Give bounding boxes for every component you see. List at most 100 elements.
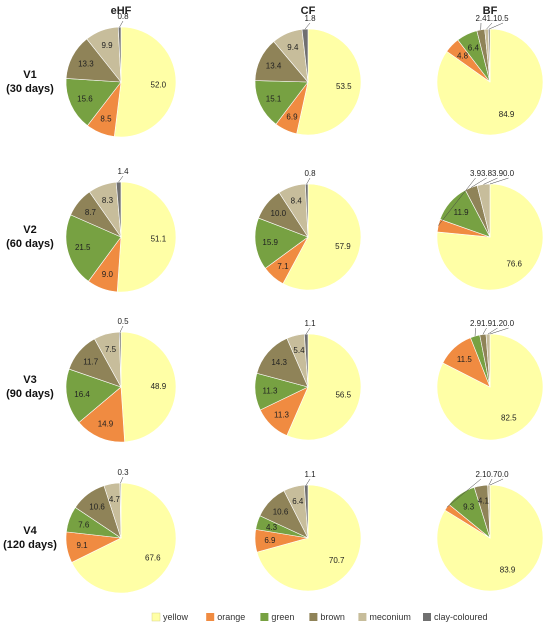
data-label-v1-ehf-yellow: 52.0 bbox=[151, 80, 167, 89]
data-label-v3-ehf-green: 16.4 bbox=[74, 390, 90, 399]
data-label-v3-ehf-brown: 11.7 bbox=[83, 358, 99, 367]
leader-line-v4-ehf-clay-coloured bbox=[120, 476, 124, 484]
data-label-v2-ehf-clay-coloured: 1.4 bbox=[117, 167, 129, 176]
pie-v2-bf: 76.63.911.93.8 3.9 0.0 bbox=[436, 169, 544, 291]
data-label-v4-bf-clay-coloured: 0.0 bbox=[497, 470, 509, 479]
slice-v2-cf-green bbox=[254, 217, 309, 269]
column-title-ehf: eHF bbox=[111, 5, 132, 17]
leader-line-v4-cf-clay-coloured bbox=[305, 478, 311, 486]
slice-v3-ehf-clay-coloured bbox=[118, 331, 122, 388]
column-title-bf: BF bbox=[483, 5, 498, 17]
data-label-v4-cf-meconium: 6.4 bbox=[292, 497, 304, 506]
data-label-v1-bf-green: 6.4 bbox=[468, 44, 480, 53]
data-label-v2-bf-green: 11.9 bbox=[454, 208, 470, 217]
data-label-v1-bf-clay-coloured: 0.5 bbox=[497, 14, 509, 23]
data-label-v2-cf-brown: 10.0 bbox=[271, 209, 287, 218]
leader-line-v4-bf-orange bbox=[446, 478, 482, 508]
data-label-v4-ehf-clay-coloured: 0.3 bbox=[117, 468, 129, 477]
legend-label-green: green bbox=[271, 612, 294, 622]
data-label-v2-bf-orange: 3.9 bbox=[470, 169, 482, 178]
leader-line-v3-cf-clay-coloured bbox=[305, 327, 311, 335]
data-label-v3-ehf-meconium: 7.5 bbox=[105, 345, 117, 354]
legend-swatch-clay-coloured bbox=[423, 613, 431, 621]
data-label-v1-bf-meconium: 1.1 bbox=[486, 14, 498, 23]
slice-v3-cf-yellow bbox=[286, 333, 362, 441]
pie-v4-ehf: 67.6 9.1 7.6 10.6 4.7 0.3 bbox=[65, 468, 177, 594]
legend: yellow orange green brown meconium clay-colou… bbox=[151, 612, 488, 622]
slice-v1-cf-green bbox=[254, 80, 309, 125]
row-subtitle-v4: (120 days) bbox=[3, 539, 57, 551]
data-label-v4-ehf-green: 7.6 bbox=[78, 520, 90, 529]
data-label-v3-ehf-orange: 14.9 bbox=[98, 419, 114, 428]
row-subtitle-v3: (90 days) bbox=[6, 388, 54, 400]
leader-line-v1-ehf-clay-coloured bbox=[119, 20, 124, 28]
data-label-v1-cf-orange: 6.9 bbox=[286, 113, 298, 122]
row-subtitle-v2: (60 days) bbox=[6, 238, 54, 250]
leader-line-v2-ehf-clay-coloured bbox=[118, 175, 124, 183]
data-label-v4-bf-brown: 4.1 bbox=[478, 496, 490, 505]
leader-line-v4-bf-clay-coloured bbox=[489, 478, 504, 486]
row-title-v2: V2 bbox=[23, 224, 36, 236]
data-label-v4-cf-clay-coloured: 1.1 bbox=[304, 470, 316, 479]
slice-v3-ehf-yellow bbox=[120, 331, 177, 443]
data-label-v2-ehf-brown: 8.7 bbox=[85, 208, 97, 217]
pie-v4-cf: 70.7 6.9 4.3 10.66.4 1.1 bbox=[254, 470, 362, 592]
leader-line-v2-bf-meconium bbox=[483, 177, 498, 185]
data-label-v1-cf-yellow: 53.5 bbox=[336, 82, 352, 91]
leader-line-v1-bf-meconium bbox=[486, 22, 493, 30]
data-label-v1-ehf-clay-coloured: 0.8 bbox=[117, 12, 129, 21]
data-label-v4-bf-orange: 2.1 bbox=[475, 470, 487, 479]
legend-label-orange: orange bbox=[217, 612, 245, 622]
data-label-v3-ehf-clay-coloured: 0.5 bbox=[117, 317, 129, 326]
data-label-v2-cf-green: 15.9 bbox=[262, 238, 278, 247]
leader-line-v2-bf-clay-coloured bbox=[489, 177, 509, 185]
slice-v1-ehf-green bbox=[65, 78, 122, 127]
slice-v4-cf-yellow bbox=[256, 484, 362, 592]
data-label-v1-cf-brown: 13.4 bbox=[266, 62, 282, 71]
data-label-v1-ehf-meconium: 9.9 bbox=[101, 41, 113, 50]
column-title-cf: CF bbox=[301, 5, 316, 17]
slice-v2-bf-yellow bbox=[436, 183, 544, 291]
data-label-v4-cf-yellow: 70.7 bbox=[329, 556, 345, 565]
data-label-v2-bf-clay-coloured: 0.0 bbox=[503, 169, 515, 178]
slice-v2-cf-yellow bbox=[282, 183, 362, 291]
data-label-v3-cf-yellow: 56.5 bbox=[335, 390, 351, 399]
slice-v4-ehf-yellow bbox=[71, 482, 177, 594]
data-label-v3-cf-orange: 11.3 bbox=[274, 410, 290, 419]
data-label-v2-ehf-meconium: 8.3 bbox=[102, 196, 114, 205]
leader-line-v1-bf-clay-coloured bbox=[489, 22, 504, 30]
leader-line-v2-bf-brown bbox=[470, 177, 487, 188]
data-label-v1-cf-meconium: 9.4 bbox=[287, 43, 299, 52]
row-title-v1: V1 bbox=[23, 69, 36, 81]
data-label-v2-bf-brown: 3.8 bbox=[481, 169, 493, 178]
data-label-v4-cf-orange: 6.9 bbox=[264, 536, 276, 545]
slice-v4-cf-clay-coloured bbox=[304, 484, 309, 539]
data-label-v2-bf-meconium: 3.9 bbox=[492, 169, 504, 178]
slice-v1-cf-clay-coloured bbox=[301, 28, 309, 83]
pie-v4-bf: 83.9 2.1 9.34.1 0.7 0.0 bbox=[436, 470, 544, 592]
pie-v3-cf: 56.5 11.3 11.3 14.3 5.4 1.1 bbox=[254, 319, 362, 441]
row-subtitle-v1: (30 days) bbox=[6, 83, 54, 95]
data-label-v3-cf-brown: 14.3 bbox=[271, 358, 287, 367]
slice-v2-ehf-yellow bbox=[116, 181, 177, 293]
pie-v2-ehf: 51.1 9.0 21.5 8.7 8.3 1.4 bbox=[65, 167, 177, 293]
legend-label-brown: brown bbox=[320, 612, 345, 622]
data-label-v4-bf-green: 9.3 bbox=[463, 502, 475, 511]
data-label-v4-ehf-meconium: 4.7 bbox=[109, 495, 121, 504]
legend-swatch-meconium bbox=[358, 613, 367, 621]
data-label-v2-cf-yellow: 57.9 bbox=[335, 242, 351, 251]
leader-line-v4-bf-meconium bbox=[488, 478, 493, 486]
data-label-v1-bf-brown: 2.4 bbox=[475, 14, 487, 23]
slice-v2-ehf-green bbox=[65, 214, 122, 282]
data-label-v1-cf-clay-coloured: 1.8 bbox=[304, 14, 316, 23]
row-title-v4: V4 bbox=[23, 525, 37, 537]
data-label-v3-cf-green: 11.3 bbox=[263, 387, 279, 396]
legend-swatch-brown bbox=[309, 613, 318, 621]
slice-v2-bf-meconium bbox=[476, 183, 491, 238]
data-label-v4-cf-green: 4.3 bbox=[266, 523, 278, 532]
slice-v3-ehf-orange bbox=[78, 386, 125, 443]
legend-swatch-yellow bbox=[151, 612, 161, 622]
data-label-v2-ehf-yellow: 51.1 bbox=[151, 234, 167, 243]
legend-swatch-green bbox=[260, 613, 269, 621]
